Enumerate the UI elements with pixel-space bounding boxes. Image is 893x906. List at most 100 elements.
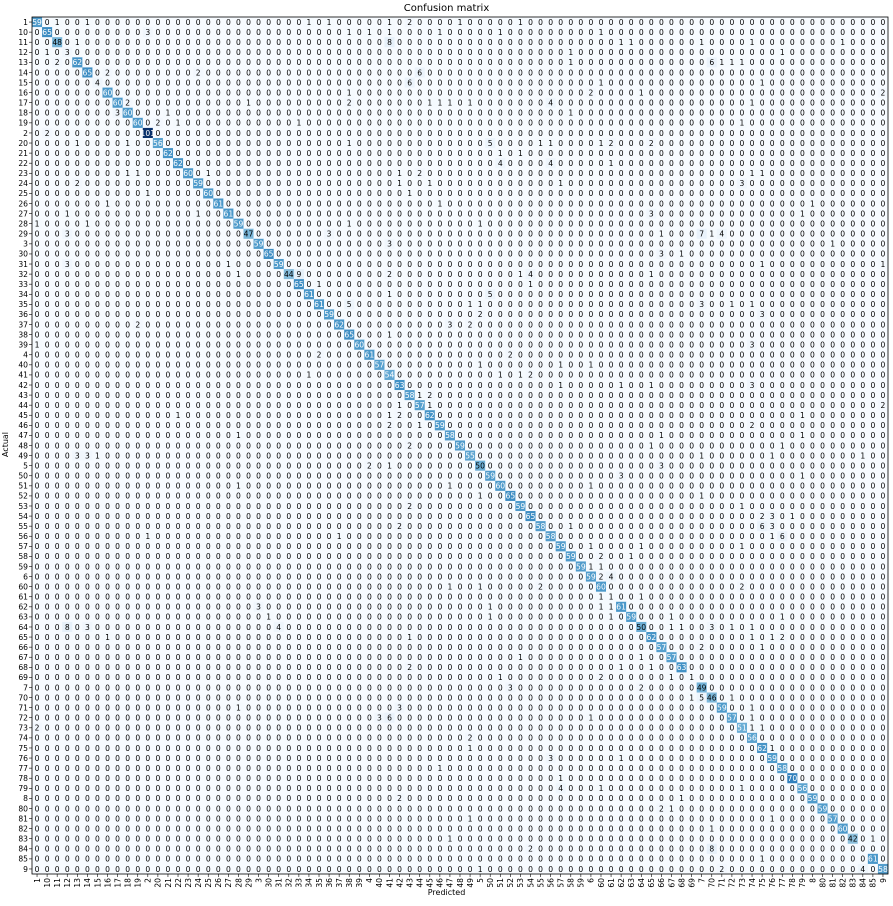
heatmap-cell bbox=[112, 37, 123, 48]
heatmap-cell bbox=[404, 27, 415, 38]
heatmap-cell bbox=[555, 37, 567, 48]
heatmap-cell bbox=[424, 47, 436, 58]
heatmap-cell bbox=[132, 17, 144, 28]
heatmap-cell bbox=[686, 67, 697, 78]
heatmap-cell bbox=[62, 47, 73, 58]
heatmap-cell bbox=[404, 47, 415, 58]
heatmap-cell bbox=[616, 27, 627, 38]
heatmap-cell bbox=[313, 67, 325, 78]
heatmap-cell bbox=[857, 17, 869, 28]
heatmap-cell bbox=[817, 57, 828, 68]
heatmap-cell bbox=[555, 87, 567, 98]
heatmap-cell bbox=[193, 27, 204, 38]
heatmap-cell bbox=[253, 57, 264, 68]
heatmap-cell bbox=[374, 47, 385, 58]
heatmap-cell bbox=[293, 97, 305, 109]
heatmap-cell bbox=[595, 47, 607, 58]
heatmap-cell bbox=[585, 77, 597, 88]
heatmap-cell bbox=[716, 57, 728, 68]
heatmap-cell bbox=[52, 27, 63, 38]
heatmap-cell bbox=[364, 57, 375, 68]
heatmap-cell bbox=[565, 87, 577, 98]
heatmap-cell bbox=[475, 57, 486, 68]
heatmap-cell bbox=[877, 27, 889, 38]
heatmap-cell bbox=[475, 97, 486, 109]
heatmap-cell bbox=[203, 67, 214, 78]
heatmap-cell bbox=[233, 67, 244, 78]
heatmap-cell bbox=[243, 87, 254, 98]
heatmap-cell bbox=[354, 67, 365, 78]
heatmap-cell bbox=[404, 37, 415, 48]
heatmap-cell bbox=[253, 87, 264, 98]
heatmap-cell bbox=[747, 57, 758, 68]
heatmap-cell bbox=[122, 107, 134, 119]
heatmap-cell bbox=[485, 97, 496, 109]
heatmap-cell bbox=[636, 97, 647, 109]
heatmap-cell bbox=[646, 47, 657, 58]
heatmap-cell bbox=[515, 87, 526, 98]
heatmap-cell bbox=[334, 67, 345, 78]
heatmap-cell bbox=[354, 37, 365, 48]
heatmap-cell bbox=[92, 57, 103, 68]
heatmap-cell bbox=[454, 87, 466, 98]
heatmap-cell bbox=[223, 57, 234, 68]
heatmap-cell bbox=[686, 57, 697, 68]
heatmap-cell bbox=[636, 77, 647, 88]
heatmap-cell bbox=[807, 27, 818, 38]
heatmap-cell bbox=[263, 87, 274, 98]
heatmap-cell bbox=[837, 37, 849, 48]
heatmap-cell bbox=[555, 17, 567, 28]
heatmap-cell bbox=[52, 67, 63, 78]
heatmap-cell bbox=[424, 77, 436, 88]
heatmap-cell bbox=[52, 107, 63, 119]
heatmap-cell bbox=[515, 27, 526, 38]
heatmap-cell bbox=[344, 57, 355, 68]
heatmap-cell bbox=[535, 87, 546, 98]
heatmap-cell bbox=[857, 47, 869, 58]
heatmap-cell bbox=[72, 17, 83, 28]
heatmap-cell bbox=[444, 47, 456, 58]
heatmap-cell bbox=[223, 37, 234, 48]
heatmap-cell bbox=[777, 47, 788, 58]
heatmap-cell bbox=[172, 107, 184, 119]
heatmap-cell bbox=[797, 67, 808, 78]
heatmap-cell bbox=[767, 67, 778, 78]
heatmap-cell bbox=[52, 97, 63, 109]
heatmap-cell bbox=[82, 57, 93, 68]
heatmap-cell bbox=[595, 37, 607, 48]
heatmap-cell bbox=[324, 87, 335, 98]
heatmap-cell bbox=[787, 77, 798, 88]
heatmap-cell bbox=[636, 67, 647, 78]
heatmap-cell bbox=[475, 27, 486, 38]
heatmap-cell bbox=[565, 17, 577, 28]
heatmap-cell bbox=[183, 17, 194, 28]
heatmap-cell bbox=[42, 27, 53, 38]
heatmap-cell bbox=[736, 67, 748, 78]
heatmap-cell bbox=[92, 67, 103, 78]
heatmap-cell bbox=[475, 67, 486, 78]
heatmap-cell bbox=[142, 77, 154, 88]
heatmap-cell bbox=[797, 47, 808, 58]
heatmap-cell bbox=[616, 67, 627, 78]
heatmap-cell bbox=[233, 97, 244, 109]
heatmap-cell bbox=[837, 67, 849, 78]
heatmap-cell bbox=[626, 47, 637, 58]
heatmap-cell bbox=[162, 77, 174, 88]
heatmap-cell bbox=[565, 27, 577, 38]
heatmap-cell bbox=[807, 87, 818, 98]
heatmap-cell bbox=[203, 27, 214, 38]
heatmap-cell bbox=[555, 57, 567, 68]
heatmap-cell bbox=[253, 37, 264, 48]
heatmap-cell bbox=[92, 47, 103, 58]
heatmap-cell bbox=[374, 77, 385, 88]
heatmap-cell bbox=[545, 77, 556, 88]
heatmap-cell bbox=[152, 107, 164, 119]
heatmap-cell bbox=[122, 37, 134, 48]
heatmap-cell bbox=[495, 97, 506, 109]
heatmap-cell bbox=[162, 37, 174, 48]
heatmap-cell bbox=[726, 27, 738, 38]
heatmap-cell bbox=[273, 67, 285, 78]
heatmap-cell bbox=[465, 27, 476, 38]
heatmap-cell bbox=[142, 67, 154, 78]
heatmap-cell bbox=[545, 27, 556, 38]
